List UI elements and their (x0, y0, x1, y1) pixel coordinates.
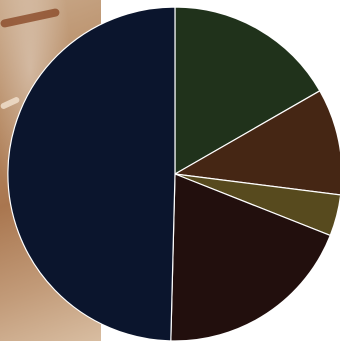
pie-slice-4 (170, 173, 331, 341)
pie-slice-5 (7, 6, 176, 341)
pie-slice-2 (174, 90, 340, 196)
pie-slice-1 (174, 6, 321, 175)
